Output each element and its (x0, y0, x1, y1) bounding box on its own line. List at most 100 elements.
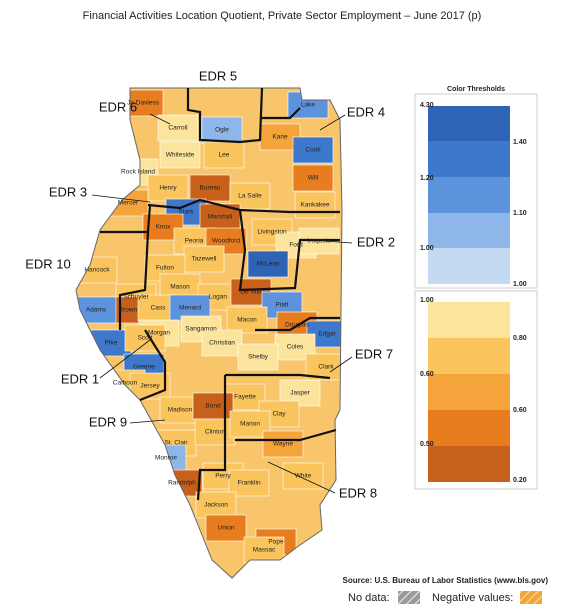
county-label: White (295, 473, 312, 480)
region-label: EDR 1 (61, 371, 99, 386)
county-label: Calhoun (113, 380, 138, 387)
county-label: Ogle (215, 127, 229, 134)
county-label: Union (218, 525, 235, 532)
legend-swatch (428, 410, 510, 446)
region-label: EDR 5 (199, 68, 237, 83)
region-label: EDR 3 (49, 184, 87, 199)
edr-borders (100, 87, 340, 501)
county-label: Marion (240, 421, 260, 428)
county-label: Brown (119, 307, 138, 314)
county-label: St. Clair (164, 440, 188, 447)
legend-swatch (428, 446, 510, 482)
negative-swatch (520, 591, 542, 604)
legend-label: 1.00 (420, 245, 434, 252)
county-label: Ford (289, 242, 303, 249)
title: Financial Activities Location Quotient, … (83, 10, 482, 22)
county-label: Jersey (140, 383, 160, 390)
county-label: Clark (318, 364, 334, 371)
county-label: Lake (301, 102, 315, 109)
county-label: Mercer (118, 200, 139, 207)
region-label: EDR 9 (89, 414, 127, 429)
county-label: Morgan (148, 330, 170, 337)
region-label: EDR 6 (99, 99, 137, 114)
county-label: Kane (272, 134, 288, 141)
legend-label: 4.30 (420, 102, 434, 109)
county-label: Stark (178, 209, 194, 216)
legend-label: 0.60 (513, 407, 527, 414)
county-area (292, 164, 334, 192)
county-label: Edgar (318, 331, 336, 338)
county-area (129, 372, 171, 400)
county-label: Rock Island (121, 169, 155, 176)
county-label: Pope (268, 539, 284, 546)
county-area (189, 174, 231, 202)
region-label: EDR 8 (339, 485, 377, 500)
legend-label: 0.60 (420, 371, 434, 378)
county-area (243, 536, 285, 564)
county-label: Douglas (285, 322, 310, 329)
county-label: Piatt (275, 302, 288, 309)
county-label: Carroll (168, 125, 188, 132)
negative-label: Negative values: (432, 592, 513, 604)
county-label: Randolph (168, 480, 196, 487)
map (76, 88, 342, 578)
county-label: Fulton (156, 265, 174, 272)
county-label: De Witt (240, 289, 262, 296)
county-area (124, 324, 166, 352)
legend-swatch (428, 302, 510, 338)
county-label: Cass (151, 305, 167, 312)
county-label: Coles (287, 344, 304, 351)
region-label: EDR 7 (355, 346, 393, 361)
county-label: Kankakee (301, 202, 330, 209)
county-label: Whiteside (166, 152, 195, 159)
county-area (195, 491, 237, 519)
legend-swatch (428, 141, 510, 177)
legend-label: 1.10 (513, 210, 527, 217)
legend-label: 1.00 (513, 281, 527, 288)
county-label: Hancock (84, 267, 110, 274)
legend-swatch (428, 248, 510, 284)
legend-swatch (428, 374, 510, 410)
legend-swatch (428, 106, 510, 141)
county-label: Bureau (200, 185, 221, 192)
county-label: Adams (86, 307, 107, 314)
county-area (192, 392, 234, 420)
legend: Color Thresholds 4.30 1.20 1.00 1.40 1.1… (414, 86, 538, 490)
county-label: Monroe (155, 455, 177, 462)
county-label: Macon (237, 317, 257, 324)
legend-swatch (428, 177, 510, 213)
county-label: Massac (253, 547, 276, 554)
county-label: Greene (133, 364, 155, 371)
county-label: Livingston (257, 229, 287, 236)
county-label: Lee (219, 152, 230, 159)
county-label: Henry (159, 185, 177, 192)
county-area (226, 306, 268, 334)
legend-swatch (428, 338, 510, 374)
county-area (262, 430, 304, 458)
county-label: Jo Daviess (127, 100, 160, 107)
county-label: Logan (209, 294, 227, 301)
county-label: Pike (105, 340, 118, 347)
county-area (247, 250, 289, 278)
county-area (201, 329, 243, 357)
legend-label: 1.20 (420, 175, 434, 182)
county-label: Shelby (248, 354, 269, 361)
county-label: Will (308, 175, 319, 182)
county-label: La Salle (238, 193, 262, 200)
county-area (292, 136, 334, 164)
no-data-label: No data: (348, 592, 390, 604)
county-label: Wayne (273, 441, 293, 448)
county-label: Clay (272, 411, 286, 418)
county-area (183, 245, 225, 273)
county-area (147, 174, 189, 202)
region-label: EDR 2 (357, 234, 395, 249)
county-label: Jackson (204, 502, 228, 509)
county-label: Clinton (205, 429, 226, 436)
legend-label: 0.20 (513, 477, 527, 484)
county-area (201, 116, 243, 144)
county-label: Jasper (290, 390, 310, 397)
legend-label: 0.50 (420, 441, 434, 448)
county-area (159, 141, 201, 169)
county-label: McLean (256, 261, 280, 268)
region-label: EDR 10 (25, 256, 71, 271)
